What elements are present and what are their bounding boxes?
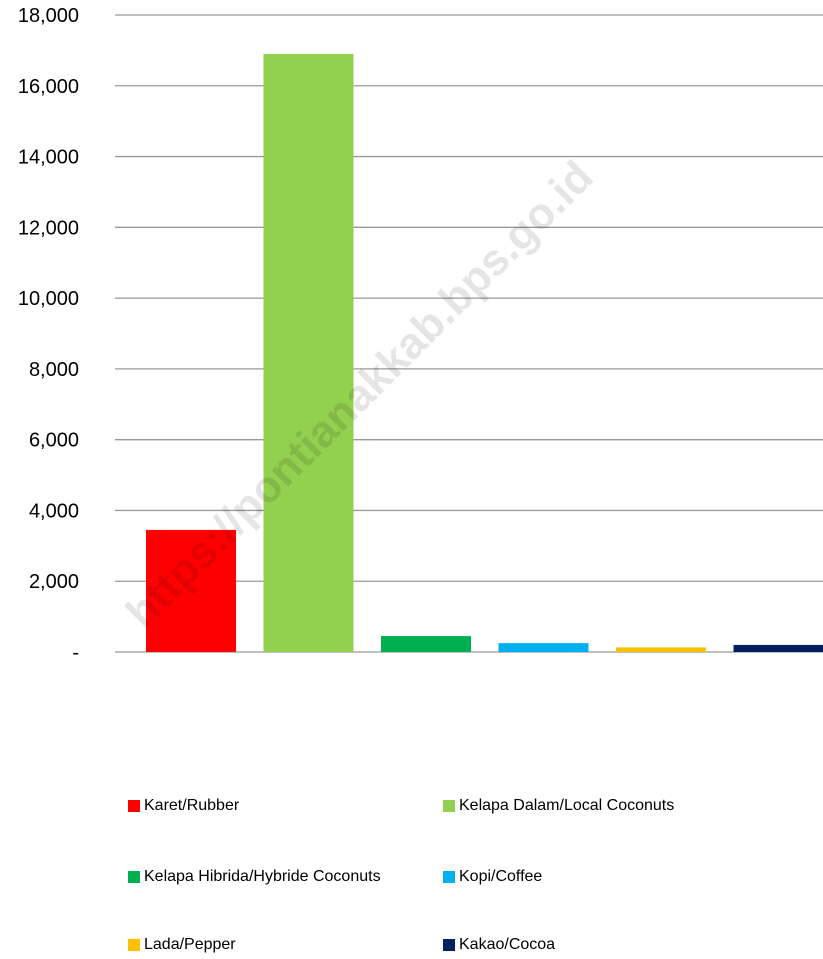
- y-tick-label: 14,000: [18, 147, 79, 169]
- legend-item-pepper: Lada/Pepper: [128, 936, 236, 954]
- y-tick-label: 16,000: [18, 76, 79, 98]
- legend-label-rubber: Karet/Rubber: [144, 797, 239, 815]
- legend-label-hybride-coconuts: Kelapa Hibrida/Hybride Coconuts: [144, 868, 381, 886]
- legend-swatch-coffee: [443, 871, 455, 883]
- legend-item-rubber: Karet/Rubber: [128, 797, 239, 815]
- y-tick-label: -: [72, 642, 79, 664]
- legend-swatch-cocoa: [443, 939, 455, 951]
- bar-2: [264, 54, 354, 652]
- bar-3: [381, 636, 471, 652]
- legend-swatch-rubber: [128, 800, 140, 812]
- legend-swatch-local-coconuts: [443, 800, 455, 812]
- y-tick-label: 10,000: [18, 288, 79, 310]
- legend-label-pepper: Lada/Pepper: [144, 936, 236, 954]
- y-tick-label: 2,000: [29, 571, 79, 593]
- legend-item-cocoa: Kakao/Cocoa: [443, 936, 555, 954]
- bar-1: [146, 530, 236, 652]
- y-axis-tick-labels: - 2,000 4,000 6,000 8,000 10,000 12,000 14,000 1…: [18, 5, 79, 664]
- y-tick-label: 6,000: [29, 430, 79, 452]
- legend-label-local-coconuts: Kelapa Dalam/Local Coconuts: [459, 797, 674, 815]
- bar-4: [499, 643, 589, 652]
- y-tick-label: 4,000: [29, 500, 79, 522]
- legend-item-coffee: Kopi/Coffee: [443, 868, 542, 886]
- bar-chart: - 2,000 4,000 6,000 8,000 10,000 12,000 14,000 1…: [0, 0, 823, 700]
- legend-item-hybride-coconuts: Kelapa Hibrida/Hybride Coconuts: [128, 868, 381, 886]
- legend-label-cocoa: Kakao/Cocoa: [459, 936, 555, 954]
- legend-swatch-hybride-coconuts: [128, 871, 140, 883]
- y-tick-label: 8,000: [29, 359, 79, 381]
- legend-item-local-coconuts: Kelapa Dalam/Local Coconuts: [443, 797, 674, 815]
- y-tick-label: 18,000: [18, 5, 79, 27]
- bar-5: [616, 647, 706, 652]
- y-tick-label: 12,000: [18, 217, 79, 239]
- bar-6: [734, 645, 823, 652]
- bars: [146, 54, 823, 652]
- legend-swatch-pepper: [128, 939, 140, 951]
- legend-label-coffee: Kopi/Coffee: [459, 868, 542, 886]
